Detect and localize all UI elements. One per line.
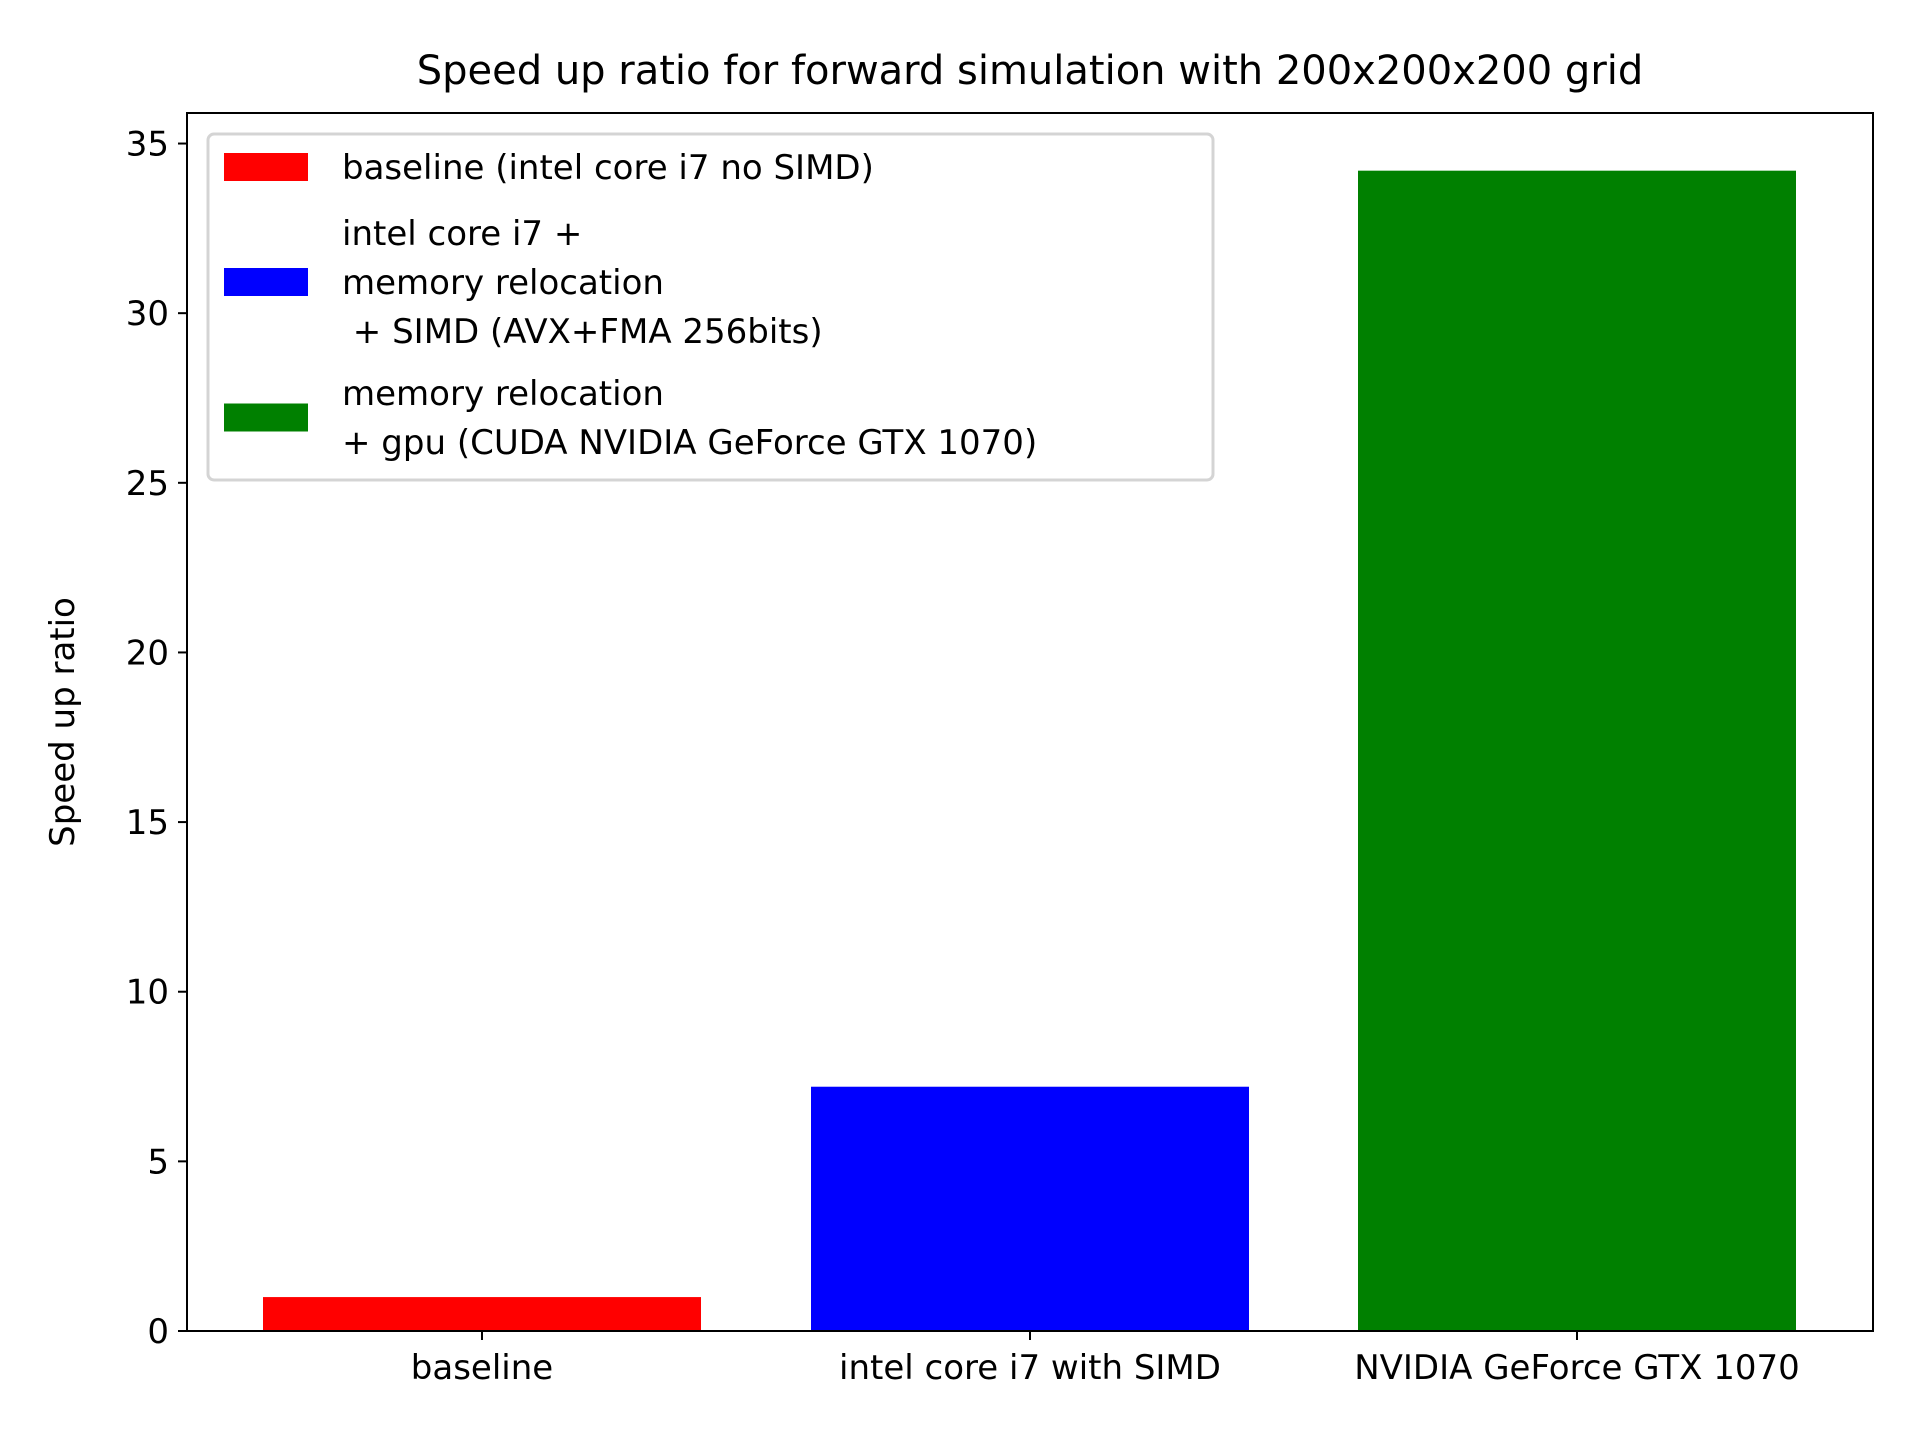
y-tick-label: 15: [126, 803, 169, 843]
legend-label: baseline (intel core i7 no SIMD): [342, 148, 874, 188]
x-tick-label: baseline: [411, 1348, 553, 1388]
bar-0: [263, 1297, 701, 1331]
x-tick-label: NVIDIA GeForce GTX 1070: [1354, 1348, 1800, 1388]
legend-swatch: [224, 153, 308, 181]
chart-title: Speed up ratio for forward simulation wi…: [417, 48, 1644, 94]
legend-swatch: [224, 268, 308, 296]
y-tick-label: 0: [147, 1312, 169, 1352]
y-tick-label: 30: [126, 294, 169, 334]
legend-label: memory relocation: [342, 374, 664, 414]
y-tick-label: 10: [126, 973, 169, 1013]
y-axis-label: Speed up ratio: [43, 597, 83, 847]
legend-label: intel core i7 +: [342, 214, 582, 254]
x-tick-label: intel core i7 with SIMD: [839, 1348, 1221, 1388]
legend-label: memory relocation: [342, 263, 664, 303]
legend: baseline (intel core i7 no SIMD) intel co…: [206, 132, 1215, 482]
legend-label: + SIMD (AVX+FMA 256bits): [342, 312, 823, 352]
legend-label: + gpu (CUDA NVIDIA GeForce GTX 1070): [342, 423, 1037, 463]
legend-swatch: [224, 403, 308, 432]
bar-2: [1358, 170, 1796, 1331]
y-tick-label: 20: [126, 633, 169, 673]
bar-1: [811, 1086, 1249, 1331]
y-tick-label: 35: [126, 125, 169, 165]
y-tick-label: 5: [147, 1142, 169, 1182]
legend-box: [206, 132, 1215, 482]
plot-frame: [186, 112, 1874, 1332]
y-tick-label: 25: [126, 464, 169, 504]
